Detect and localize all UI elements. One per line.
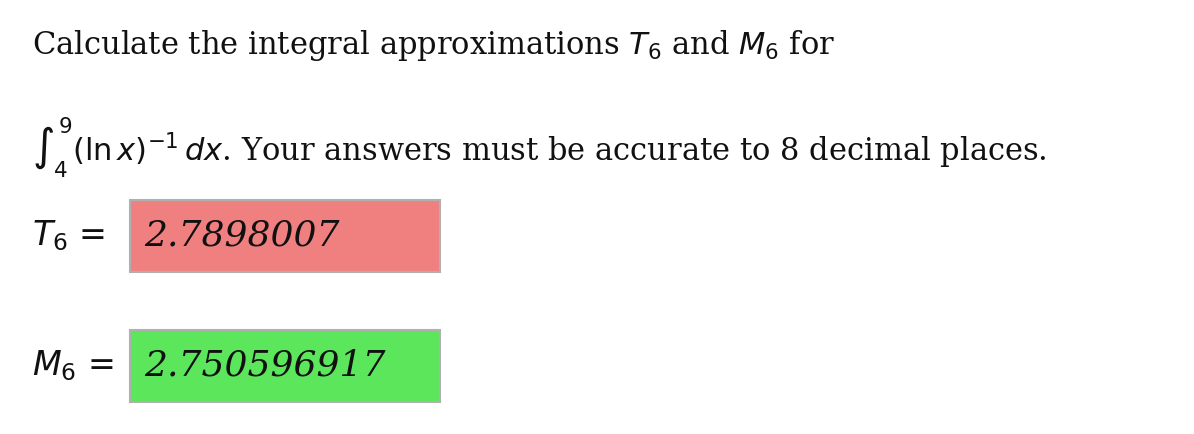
Text: 2.750596917: 2.750596917 xyxy=(144,349,386,383)
Text: 2.7898007: 2.7898007 xyxy=(144,219,339,253)
Text: $M_6$ =: $M_6$ = xyxy=(32,349,113,383)
FancyBboxPatch shape xyxy=(130,200,441,272)
Text: Calculate the integral approximations $T_6$ and $M_6$ for: Calculate the integral approximations $T… xyxy=(32,28,835,63)
Text: $T_6$ =: $T_6$ = xyxy=(32,219,105,253)
FancyBboxPatch shape xyxy=(130,330,441,402)
Text: $\int_4^9 (\ln x)^{-1}\, dx$. Your answers must be accurate to 8 decimal places.: $\int_4^9 (\ln x)^{-1}\, dx$. Your answe… xyxy=(32,115,1047,180)
